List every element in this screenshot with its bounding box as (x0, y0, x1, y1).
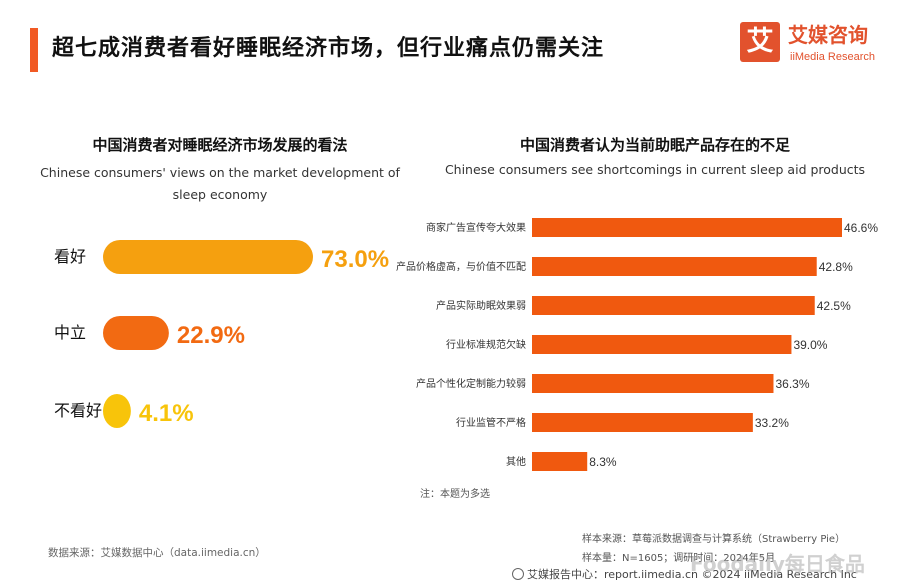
views-chart: 看好 73.0% 中立 22.9% 不看好 4.1% (54, 240, 389, 428)
left-chart-title: 中国消费者对睡眠经济市场发展的看法 (92, 136, 348, 154)
shortcoming-category-label: 行业监管不严格 (456, 416, 526, 429)
shortcoming-value-label: 42.8% (819, 260, 853, 274)
shortcoming-category-label: 其他 (506, 455, 526, 468)
logo-name-en: iiMedia Research (790, 51, 875, 63)
title-accent-bar (30, 28, 38, 72)
shortcoming-category-label: 商家广告宣传夸大效果 (426, 221, 526, 234)
views-bar (103, 240, 313, 274)
data-source: 数据来源：艾媒数据中心（data.iimedia.cn） (48, 547, 266, 559)
watermark: Foodaily每日食品 (690, 552, 865, 576)
right-chart-title: 中国消费者认为当前助眠产品存在的不足 (519, 136, 790, 154)
shortcoming-category-label: 产品实际助眠效果弱 (436, 299, 526, 312)
shortcoming-bar (532, 452, 588, 471)
left-chart-subtitle: Chinese consumers' views on the market d… (40, 165, 400, 202)
page-title: 超七成消费者看好睡眠经济市场，但行业痛点仍需关注 (52, 36, 605, 61)
shortcoming-value-label: 8.3% (589, 455, 617, 469)
sample-size: 样本量：N=1605；调研时间：2024年5月 (582, 553, 776, 564)
shortcoming-bar (532, 257, 817, 276)
shortcoming-bar (532, 413, 753, 432)
views-bar (103, 316, 169, 350)
report-center-footer: 艾媒报告中心：report.iimedia.cn ©2024 iiMedia R… (512, 566, 857, 582)
sample-source: 样本来源：草莓派数据调查与计算系统（Strawberry Pie） (582, 534, 846, 545)
views-category-label: 中立 (54, 323, 86, 342)
logo-name-cn: 艾媒咨询 (788, 23, 868, 47)
iimedia-logo: 艾 艾媒咨询 iiMedia Research (740, 22, 890, 72)
shortcoming-bar (532, 335, 792, 354)
shortcoming-category-label: 行业标准规范欠缺 (446, 338, 526, 351)
right-chart-subtitle: Chinese consumers see shortcomings in cu… (444, 162, 866, 177)
views-category-label: 看好 (54, 247, 86, 266)
shortcomings-chart: 商家广告宣传夸大效果 46.6% 产品价格虚高，与价值不匹配 42.8% 产品实际助眠效… (396, 218, 878, 471)
shortcoming-value-label: 46.6% (844, 221, 878, 235)
shortcoming-value-label: 42.5% (817, 299, 851, 313)
logo-mark-icon: 艾 (740, 22, 780, 62)
views-value-label: 22.9% (177, 322, 245, 349)
views-category-label: 不看好 (54, 401, 102, 420)
report-center-icon (512, 568, 524, 580)
shortcoming-bar (532, 218, 842, 237)
multi-choice-note: 注：本题为多选 (420, 489, 490, 500)
shortcoming-value-label: 36.3% (775, 377, 809, 391)
shortcoming-category-label: 产品价格虚高，与价值不匹配 (396, 260, 526, 273)
shortcoming-category-label: 产品个性化定制能力较弱 (416, 377, 526, 390)
shortcoming-bar (532, 374, 774, 393)
shortcoming-bar (532, 296, 815, 315)
report-center-text: 艾媒报告中心：report.iimedia.cn ©2024 iiMedia R… (527, 568, 857, 581)
views-bar (103, 394, 131, 428)
shortcoming-value-label: 33.2% (755, 416, 789, 430)
views-value-label: 4.1% (139, 400, 194, 427)
shortcoming-value-label: 39.0% (793, 338, 827, 352)
views-value-label: 73.0% (321, 246, 389, 273)
